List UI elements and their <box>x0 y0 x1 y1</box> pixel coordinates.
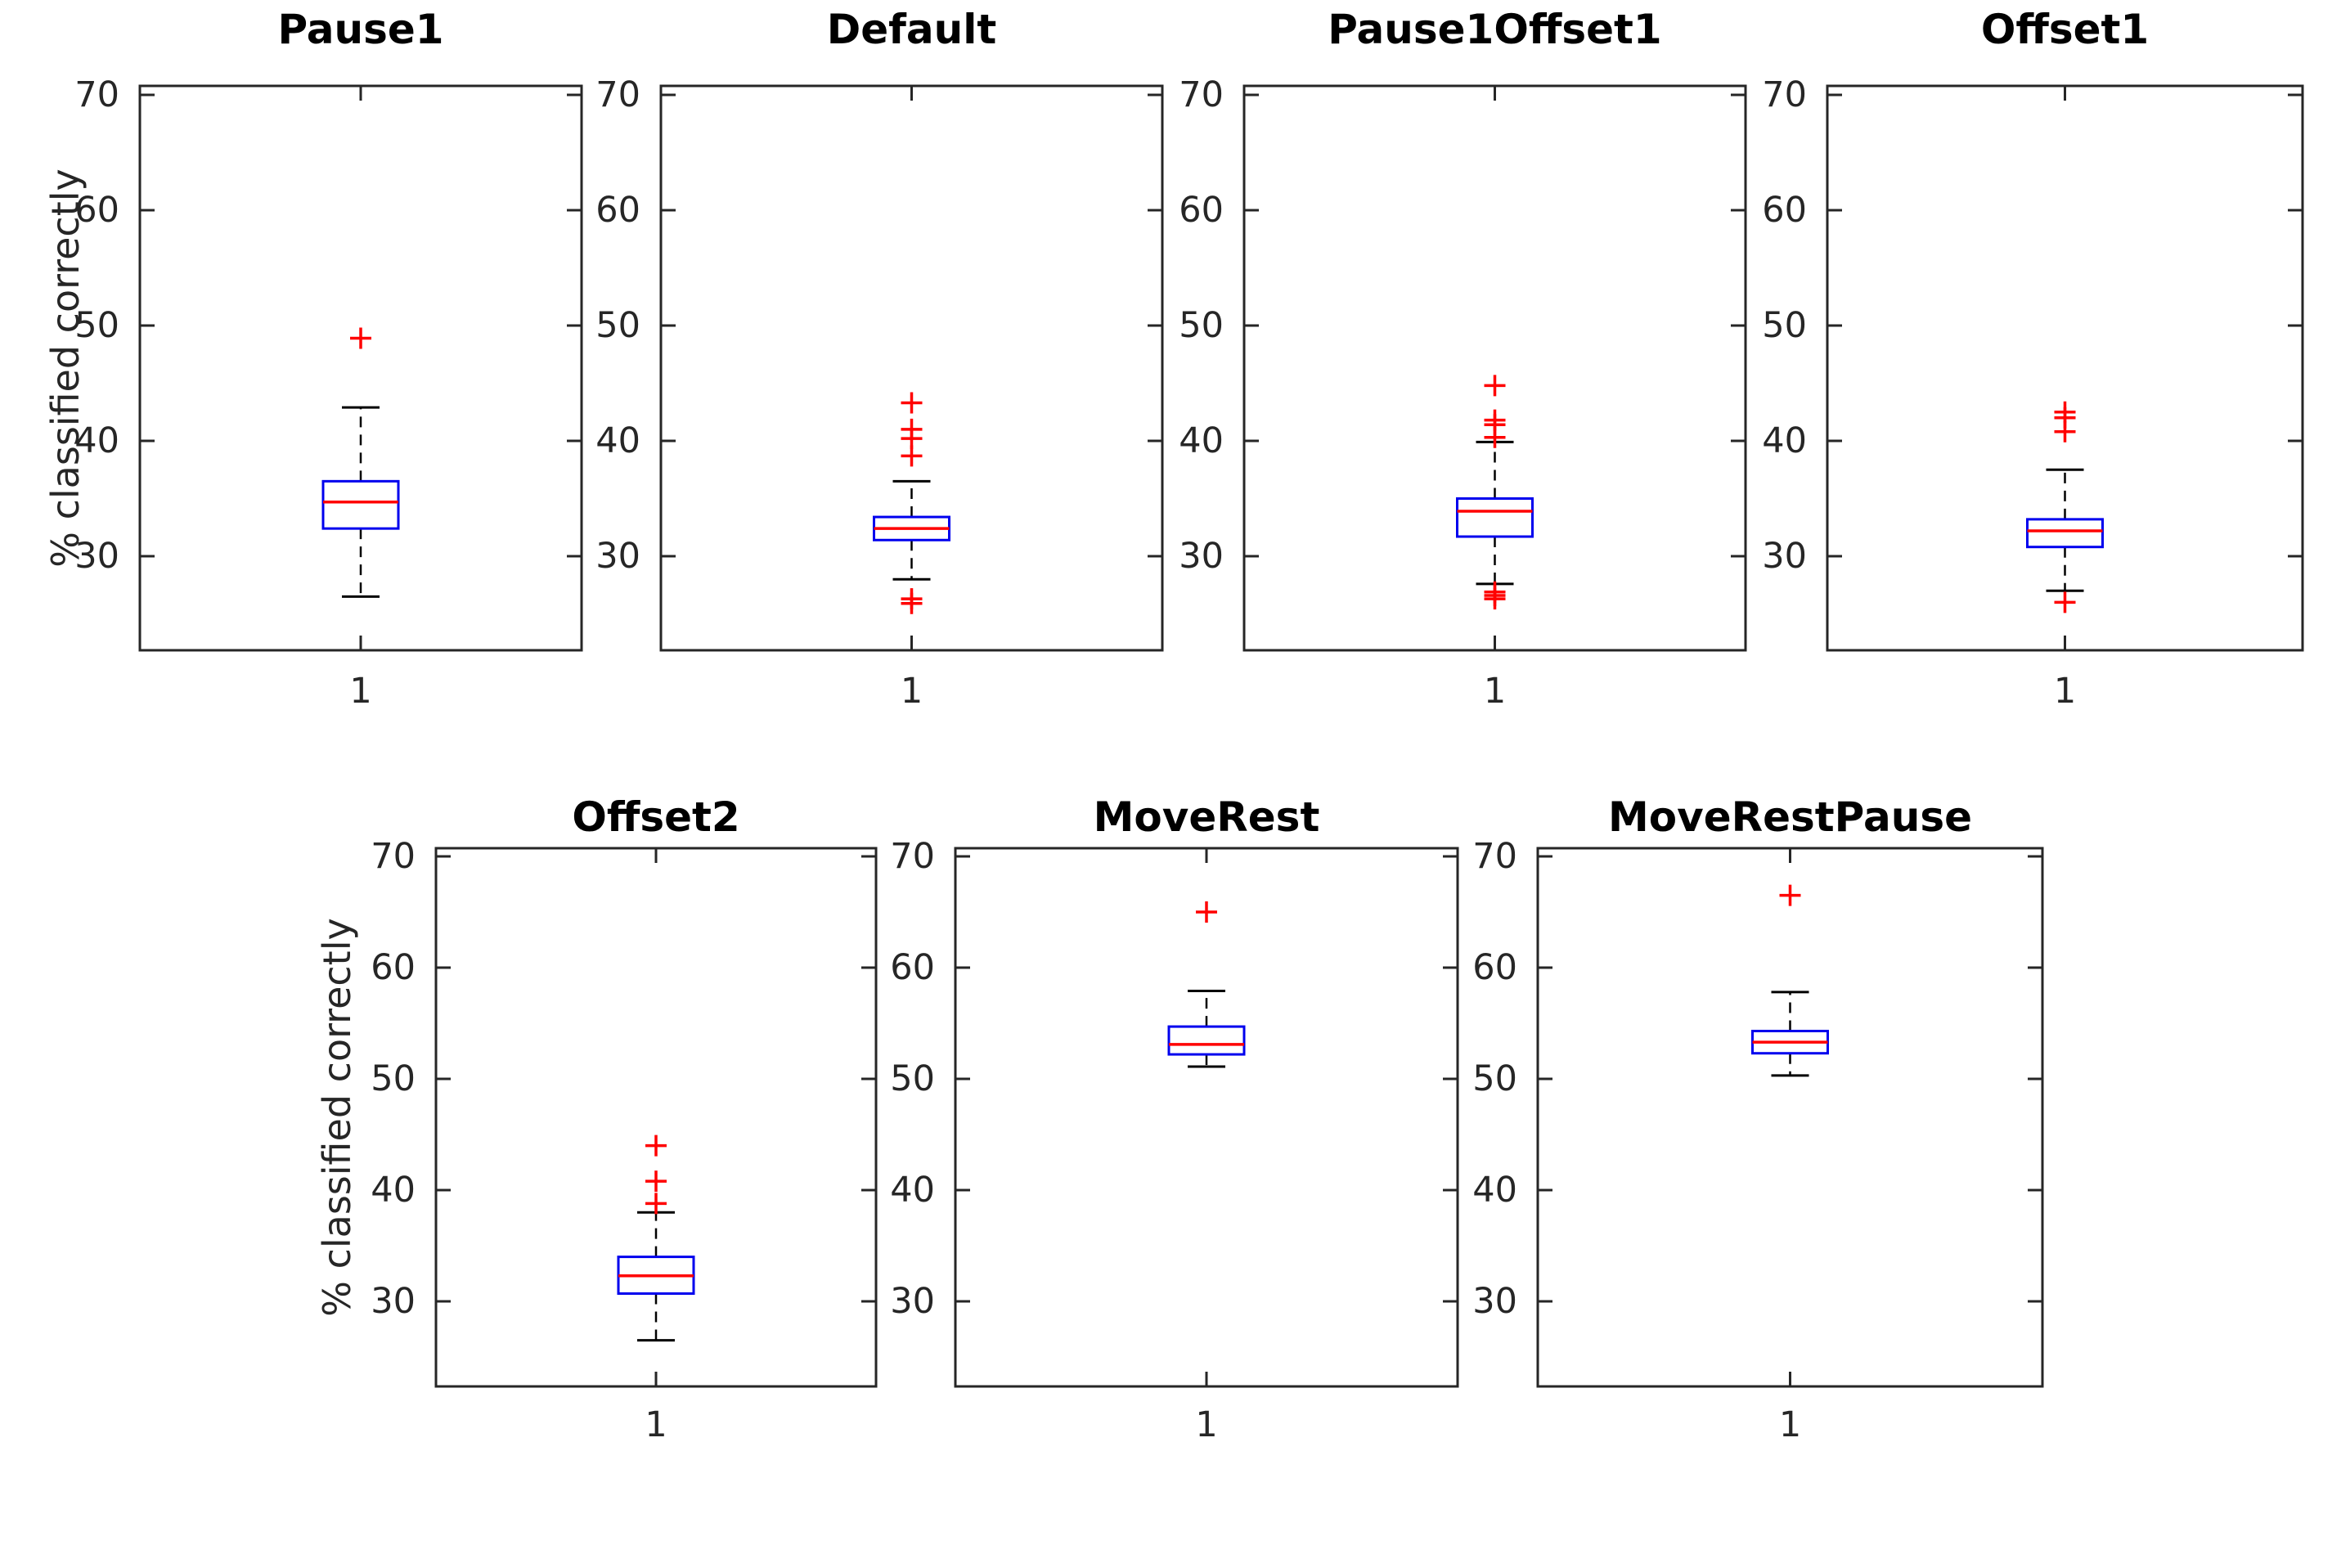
y-tick-label: 50 <box>1762 305 1807 346</box>
x-tick-label: 1 <box>2054 671 2076 712</box>
y-tick-label: 60 <box>74 190 119 231</box>
subplot-default: 30 40 50 60 70 1 Default <box>595 6 1164 712</box>
axis-frame <box>1242 84 1747 652</box>
y-tick-label: 30 <box>1472 1281 1517 1322</box>
y-tick-label: 60 <box>371 947 416 988</box>
subplot-moverestpause: 30 40 50 60 70 1 MoveRestPause <box>1472 793 2044 1445</box>
subplot-title: Offset2 <box>572 793 739 841</box>
x-tick-label: 1 <box>349 671 371 712</box>
x-tick-label: 1 <box>1779 1404 1801 1445</box>
y-tick-label: 50 <box>890 1058 935 1099</box>
subplot-pause1offset1: 30 40 50 60 70 1 Pause1Offset1 <box>1179 6 1747 712</box>
y-tick-label: 30 <box>1762 536 1807 577</box>
y-tick-label: 70 <box>890 836 935 877</box>
boxplot-box <box>1167 1025 1246 1056</box>
y-tick-label: 70 <box>595 74 640 115</box>
y-tick-label: 40 <box>890 1170 935 1211</box>
y-tick-label: 40 <box>1472 1170 1517 1211</box>
y-tick-label: 50 <box>371 1058 416 1099</box>
y-axis-label: % classified correctly <box>315 918 359 1316</box>
subplot-moverest: 30 40 50 60 70 1 MoveRest <box>890 793 1459 1445</box>
y-tick-label: 70 <box>1472 836 1517 877</box>
y-tick-label: 40 <box>1179 420 1224 461</box>
subplot-title: MoveRestPause <box>1608 793 1972 841</box>
outlier-marker <box>645 1134 667 1157</box>
y-tick-label: 70 <box>371 836 416 877</box>
subplot-pause1: 30 40 50 60 70 1 Pause1 % classified correctly <box>43 6 583 712</box>
y-tick-label: 30 <box>595 536 640 577</box>
outlier-marker <box>901 445 923 467</box>
y-tick-label: 40 <box>74 420 119 461</box>
y-tick-label: 70 <box>1179 74 1224 115</box>
y-tick-label: 60 <box>595 190 640 231</box>
y-tick-label: 30 <box>1179 536 1224 577</box>
outlier-marker <box>645 1170 667 1193</box>
y-tick-label: 60 <box>1179 190 1224 231</box>
y-tick-label: 30 <box>371 1281 416 1322</box>
y-tick-label: 30 <box>890 1281 935 1322</box>
axis-frame <box>954 847 1459 1388</box>
y-tick-label: 60 <box>890 947 935 988</box>
outlier-marker <box>1484 426 1506 448</box>
outlier-marker <box>1779 884 1801 906</box>
boxplot-box <box>2026 518 2104 549</box>
x-tick-label: 1 <box>645 1404 667 1445</box>
outlier-marker <box>645 1193 667 1215</box>
y-tick-label: 40 <box>371 1170 416 1211</box>
x-tick-label: 1 <box>901 671 923 712</box>
outlier-marker <box>901 392 923 414</box>
subplot-title: Default <box>827 6 997 53</box>
outlier-marker <box>1484 588 1506 610</box>
subplot-title: MoveRest <box>1094 793 1320 841</box>
y-tick-label: 60 <box>1762 190 1807 231</box>
y-tick-label: 40 <box>1762 420 1807 461</box>
y-tick-label: 70 <box>1762 74 1807 115</box>
axis-frame <box>1536 847 2044 1388</box>
outlier-marker <box>2054 420 2076 443</box>
boxplot-box <box>1456 497 1534 538</box>
subplot-offset1: 30 40 50 60 70 1 Offset1 <box>1762 6 2304 712</box>
y-axis-label: % classified correctly <box>43 168 88 567</box>
y-tick-label: 40 <box>595 420 640 461</box>
axis-frame <box>434 847 878 1388</box>
subplot-title: Pause1 <box>277 6 443 53</box>
y-tick-label: 50 <box>595 305 640 346</box>
y-tick-label: 60 <box>1472 947 1517 988</box>
boxplot-box <box>321 479 400 530</box>
outlier-marker <box>350 327 371 349</box>
x-tick-label: 1 <box>1195 1404 1217 1445</box>
y-tick-label: 70 <box>74 74 119 115</box>
x-tick-label: 1 <box>1484 671 1506 712</box>
subplot-title: Pause1Offset1 <box>1328 6 1661 53</box>
outlier-marker <box>1484 375 1506 397</box>
y-tick-label: 30 <box>74 536 119 577</box>
subplot-title: Offset1 <box>1981 6 2149 53</box>
outlier-marker <box>1196 901 1217 923</box>
y-tick-label: 50 <box>74 305 119 346</box>
y-tick-label: 50 <box>1179 305 1224 346</box>
y-tick-label: 50 <box>1472 1058 1517 1099</box>
outlier-marker <box>2054 591 2076 613</box>
subplot-offset2: 30 40 50 60 70 1 Offset2 % classified correctly <box>315 793 878 1445</box>
outlier-marker <box>901 592 923 614</box>
